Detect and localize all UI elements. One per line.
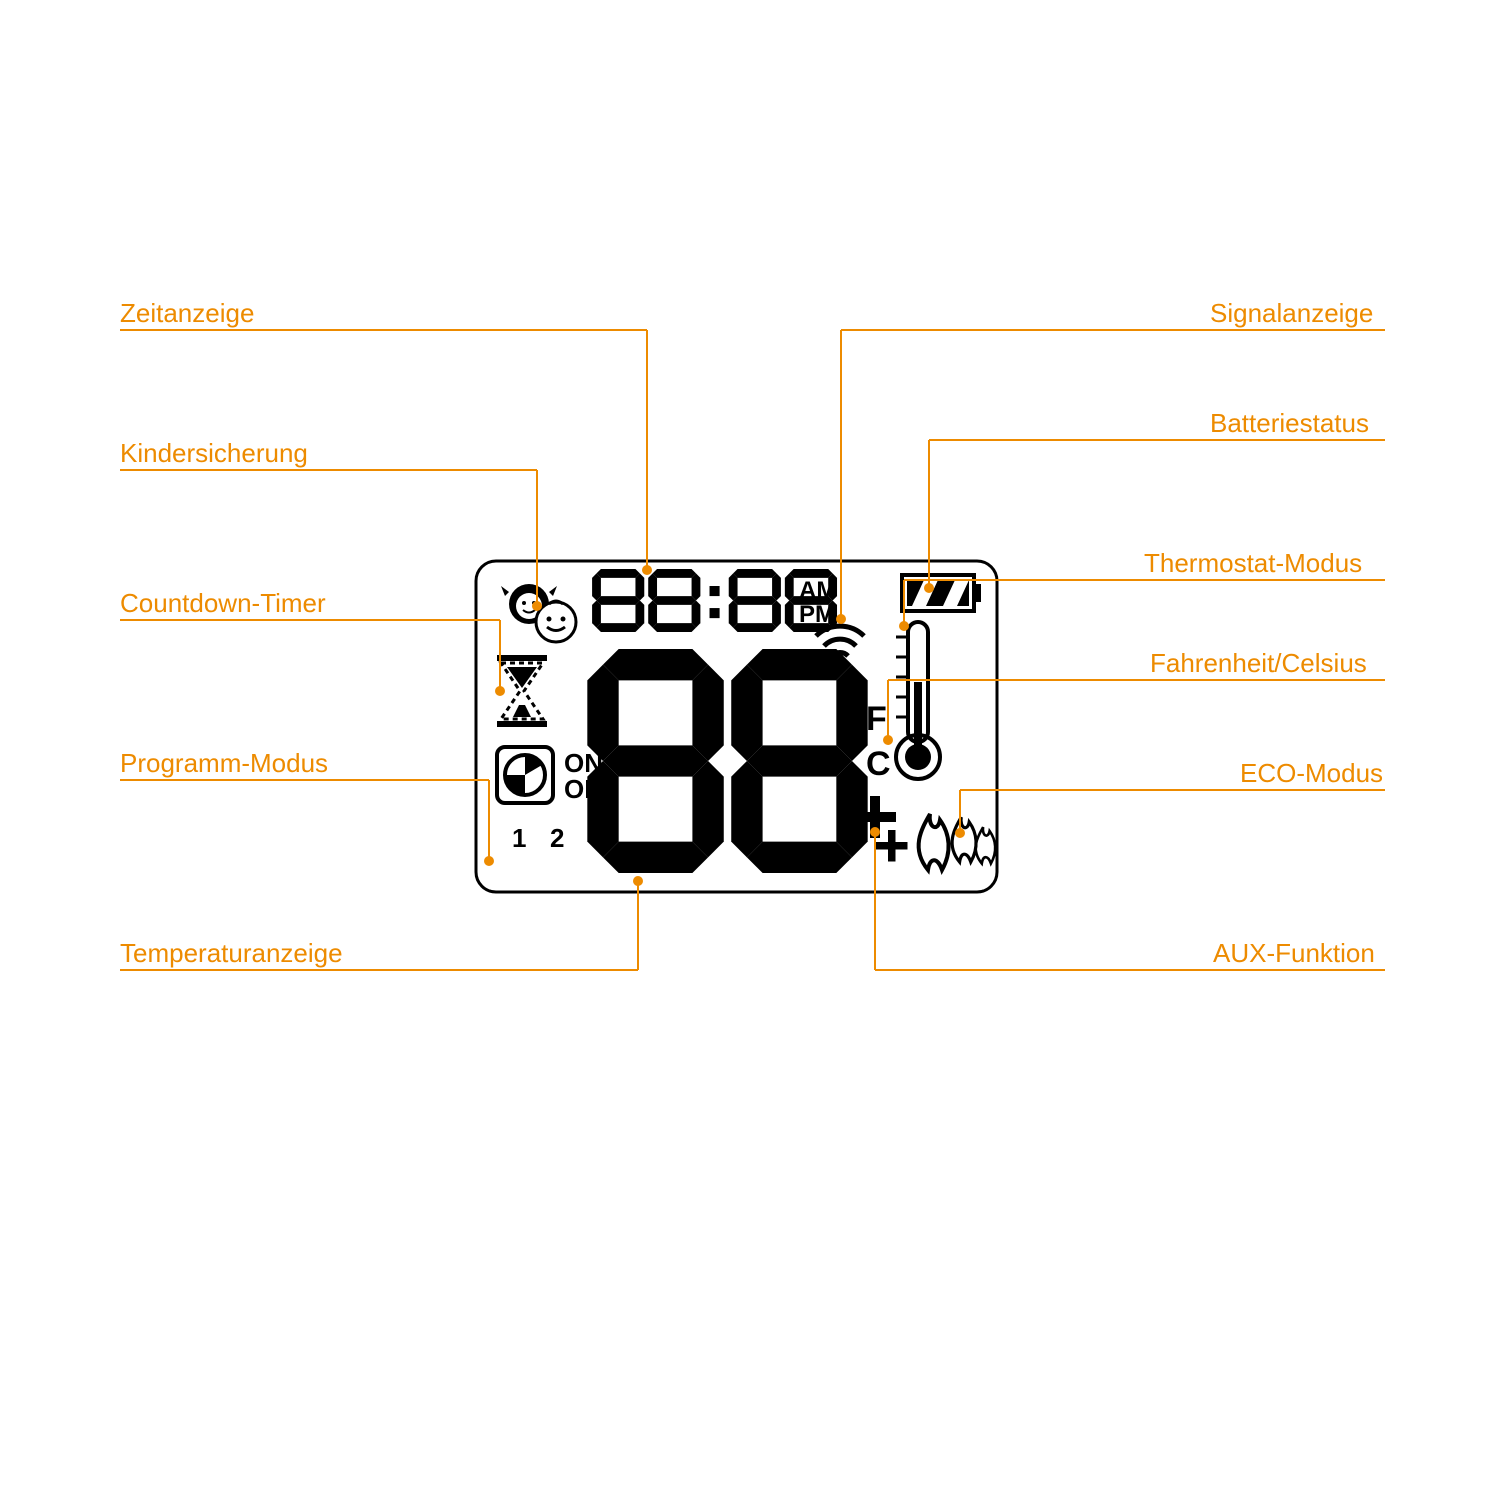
diagram-stage: AM PM ON OFF 1 2 F C [0, 0, 1500, 1500]
label-program-mode: Programm-Modus [120, 748, 328, 779]
label-countdown-timer: Countdown-Timer [120, 588, 326, 619]
label-time-display: Zeitanzeige [120, 298, 254, 329]
label-aux-function: AUX-Funktion [1213, 938, 1375, 969]
label-eco-mode: ECO-Modus [1240, 758, 1383, 789]
label-battery-status: Batteriestatus [1210, 408, 1369, 439]
label-signal-display: Signalanzeige [1210, 298, 1373, 329]
label-temperature-display: Temperaturanzeige [120, 938, 343, 969]
label-fahrenheit-celsius: Fahrenheit/Celsius [1150, 648, 1367, 679]
label-child-lock: Kindersicherung [120, 438, 308, 469]
label-thermostat-mode: Thermostat-Modus [1144, 548, 1362, 579]
